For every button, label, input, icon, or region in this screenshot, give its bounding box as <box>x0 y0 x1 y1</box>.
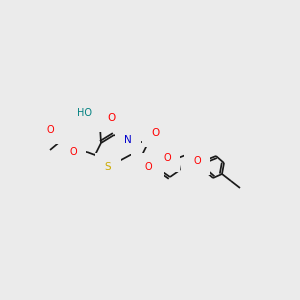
Text: O: O <box>144 162 152 172</box>
Text: H: H <box>135 170 141 179</box>
Text: O: O <box>107 113 115 123</box>
Text: HO: HO <box>76 108 92 118</box>
Text: O: O <box>69 147 77 157</box>
Text: O: O <box>193 156 201 166</box>
Text: NH: NH <box>140 163 155 173</box>
Text: O: O <box>46 125 54 135</box>
Text: N: N <box>124 135 132 145</box>
Text: O: O <box>163 153 171 163</box>
Text: O: O <box>151 128 159 138</box>
Text: S: S <box>105 162 111 172</box>
